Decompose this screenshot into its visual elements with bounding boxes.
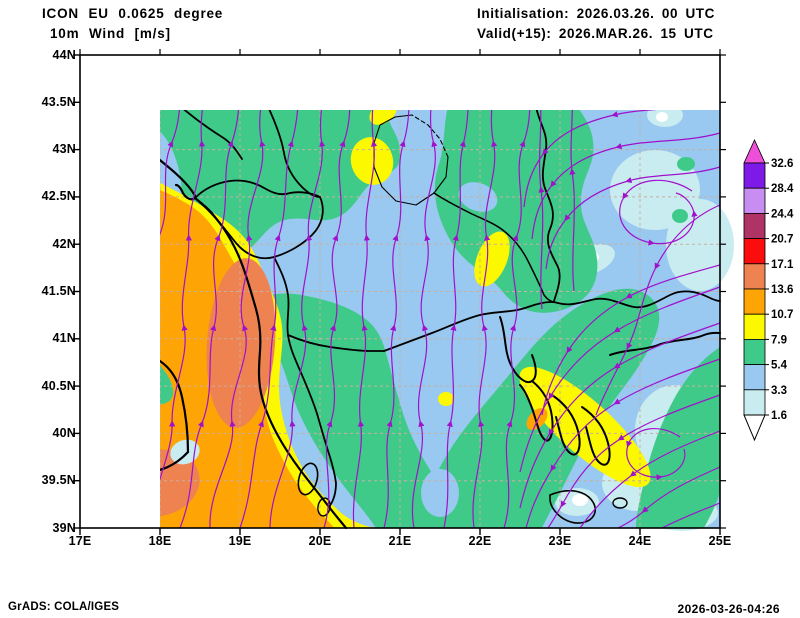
colorbar-label: 5.4	[771, 360, 788, 372]
colorbar-label: 32.6	[771, 158, 793, 170]
colorbar-band	[743, 364, 766, 391]
map-layers	[160, 110, 734, 531]
lon-tick-label: 17E	[68, 534, 92, 548]
lat-tick-label: 40.5N	[41, 378, 76, 393]
init-time: Initialisation: 2026.03.26. 00 UTC	[477, 6, 715, 21]
colorbar-label: 10.7	[771, 309, 793, 321]
lat-tick-label: 43.5N	[41, 94, 76, 109]
lon-tick-label: 24E	[628, 534, 652, 548]
lat-tick-label: 42.5N	[41, 189, 76, 204]
colorbar-label: 3.3	[771, 385, 787, 397]
colorbar-band	[743, 187, 766, 214]
lat-tick-label: 41.5N	[41, 284, 76, 298]
colorbar-band	[743, 162, 766, 189]
lat-tick-label: 42N	[52, 236, 76, 251]
colorbar-band	[743, 213, 766, 240]
lon-tick-label: 25E	[708, 534, 732, 548]
colorbar-label: 20.7	[771, 234, 793, 246]
colorbar-label: 7.9	[771, 334, 787, 346]
colorbar-band	[743, 288, 766, 315]
lat-tick-label: 39.5N	[41, 473, 76, 488]
colorbar-band	[743, 238, 766, 265]
timestamp: 2026-03-26-04:26	[677, 602, 780, 616]
streamlines	[160, 110, 721, 529]
lon-tick-label: 19E	[228, 534, 252, 548]
lon-tick-label: 18E	[148, 534, 172, 548]
colorbar-band	[743, 338, 766, 365]
colorbar-label: 13.6	[771, 284, 793, 296]
model-title: ICON EU 0.0625 degree	[42, 6, 224, 21]
lat-tick-label: 40N	[52, 425, 76, 440]
field-title: 10m Wind [m/s]	[50, 26, 171, 41]
lon-tick-label: 20E	[308, 534, 332, 548]
colorbar-band	[743, 313, 766, 340]
colorbar-bottom-arrow	[743, 414, 766, 442]
lat-tick-label: 39N	[52, 520, 76, 535]
credit-stamp: GrADS: COLA/IGES	[8, 601, 120, 613]
colorbar: 32.6 28.4 24.4 20.7 17.1 13.6 10.7 7.9 5.4 3.3 1.6	[743, 139, 794, 442]
colorbar-band	[743, 263, 766, 290]
lat-tick-label: 43N	[52, 142, 76, 157]
colorbar-label: 17.1	[771, 259, 794, 271]
valid-time: Valid(+15): 2026.MAR.26. 15 UTC	[477, 26, 714, 41]
colorbar-label: 24.4	[771, 208, 794, 220]
lat-tick-label: 41N	[52, 331, 76, 346]
lon-tick-label: 22E	[468, 534, 492, 548]
lon-tick-label: 21E	[388, 534, 412, 548]
colorbar-top-arrow	[743, 139, 766, 164]
colorbar-label: 1.6	[771, 410, 787, 422]
lon-tick-label: 23E	[548, 534, 572, 548]
colorbar-band	[743, 389, 766, 416]
lat-tick-label: 44N	[52, 47, 76, 62]
map-frame	[73, 49, 726, 535]
colorbar-label: 28.4	[771, 183, 794, 195]
